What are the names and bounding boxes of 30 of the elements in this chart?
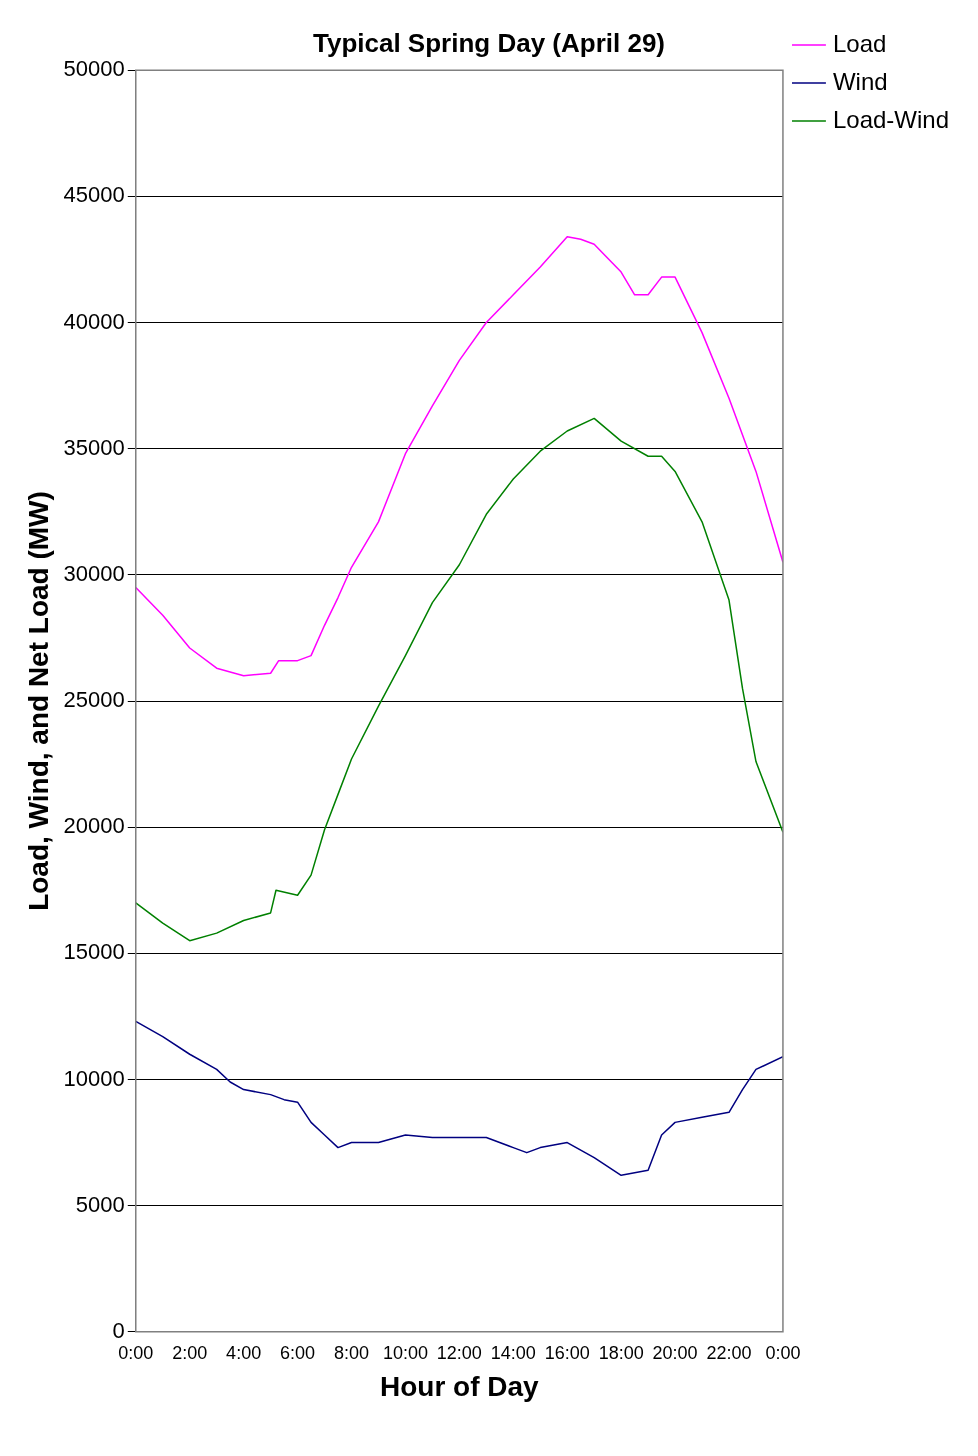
legend-label: Load-Wind xyxy=(832,105,949,133)
x-tick-label: 0:00 xyxy=(765,1342,801,1363)
x-tick-label: 4:00 xyxy=(226,1342,262,1363)
y-axis-title: Load, Wind, and Net Load (MW) xyxy=(22,491,54,911)
x-tick-label: 16:00 xyxy=(544,1342,590,1363)
x-tick-label: 10:00 xyxy=(382,1342,428,1363)
x-tick-label: 12:00 xyxy=(436,1342,482,1363)
x-tick-label: 2:00 xyxy=(172,1342,208,1363)
y-tick-label: 0 xyxy=(112,1317,125,1343)
y-tick-label: 15000 xyxy=(63,939,125,965)
x-tick-label: 20:00 xyxy=(652,1342,698,1363)
y-tick-label: 50000 xyxy=(63,56,125,82)
x-axis-title: Hour of Day xyxy=(380,1370,540,1402)
chart-title: Typical Spring Day (April 29) xyxy=(312,27,666,58)
x-tick-label: 22:00 xyxy=(706,1342,752,1363)
y-tick-label: 30000 xyxy=(63,560,125,586)
legend-label: Wind xyxy=(832,67,888,95)
y-tick-label: 5000 xyxy=(75,1191,125,1217)
y-tick-label: 10000 xyxy=(63,1065,125,1091)
y-tick-label: 25000 xyxy=(63,687,125,713)
y-tick-label: 40000 xyxy=(63,308,125,334)
y-tick-label: 35000 xyxy=(63,434,125,460)
x-tick-label: 0:00 xyxy=(118,1342,154,1363)
x-tick-label: 8:00 xyxy=(333,1342,370,1363)
x-tick-label: 14:00 xyxy=(490,1342,536,1363)
x-tick-label: 6:00 xyxy=(280,1342,316,1363)
y-tick-label: 20000 xyxy=(63,813,125,839)
legend-label: Load xyxy=(832,29,887,57)
x-tick-label: 18:00 xyxy=(598,1342,644,1363)
y-tick-label: 45000 xyxy=(63,182,125,208)
